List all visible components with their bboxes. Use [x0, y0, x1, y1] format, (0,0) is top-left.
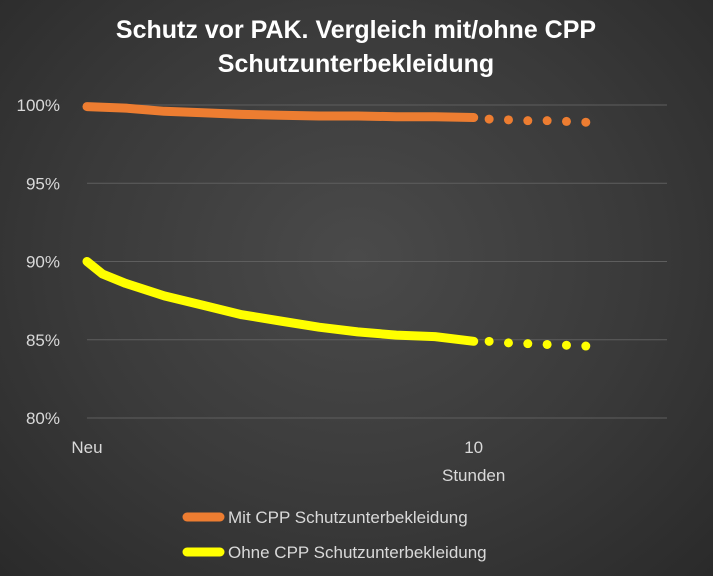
y-tick-label: 95% — [26, 174, 60, 193]
y-axis-ticks: 80% 85% 90% 95% 100% — [17, 96, 60, 428]
projection-point — [503, 115, 513, 125]
projection-point — [523, 339, 533, 349]
projection-point — [561, 340, 571, 350]
x-axis-ticks: Neu 10 — [71, 438, 483, 457]
y-tick-label: 100% — [17, 96, 60, 115]
projection-point — [542, 116, 552, 126]
legend-label: Ohne CPP Schutzunterbekleidung — [228, 543, 487, 562]
projection-point — [503, 338, 513, 348]
series-2 — [82, 257, 591, 351]
y-tick-label: 90% — [26, 253, 60, 272]
legend: Mit CPP Schutzunterbekleidung Ohne CPP Sc… — [182, 508, 487, 562]
projection-point — [484, 336, 494, 346]
series-line — [82, 102, 479, 122]
x-tick-label: Neu — [71, 438, 102, 457]
gridlines — [87, 104, 667, 419]
chart-title-line-2: Schutzunterbekleidung — [218, 50, 494, 78]
series-line — [82, 257, 479, 346]
series — [82, 102, 591, 351]
projection-point — [561, 116, 571, 126]
projection-point — [484, 114, 494, 124]
y-tick-label: 85% — [26, 331, 60, 350]
y-tick-label: 80% — [26, 409, 60, 428]
x-tick-label: 10 — [464, 438, 483, 457]
legend-entry: Mit CPP Schutzunterbekleidung — [182, 508, 468, 527]
series-1 — [82, 102, 591, 127]
projection-point — [581, 117, 591, 127]
legend-label: Mit CPP Schutzunterbekleidung — [228, 508, 468, 527]
projection-point — [523, 116, 533, 126]
projection-point — [581, 341, 591, 351]
legend-entry: Ohne CPP Schutzunterbekleidung — [182, 543, 487, 562]
chart-title-line-1: Schutz vor PAK. Vergleich mit/ohne CPP — [116, 16, 596, 44]
projection-point — [542, 339, 552, 349]
x-axis-label: Stunden — [442, 466, 505, 485]
